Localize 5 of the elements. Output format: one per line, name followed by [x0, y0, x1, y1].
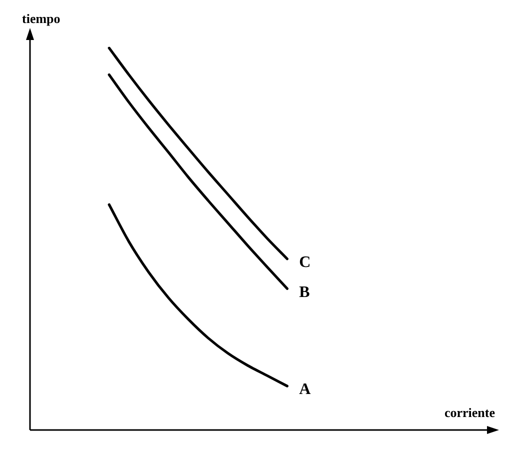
x-axis-title: corriente	[444, 404, 496, 420]
series-label: C	[299, 254, 311, 272]
y-axis-title: tiempo	[22, 10, 60, 26]
series-label: A	[299, 381, 312, 398]
series-label: B	[299, 284, 310, 301]
